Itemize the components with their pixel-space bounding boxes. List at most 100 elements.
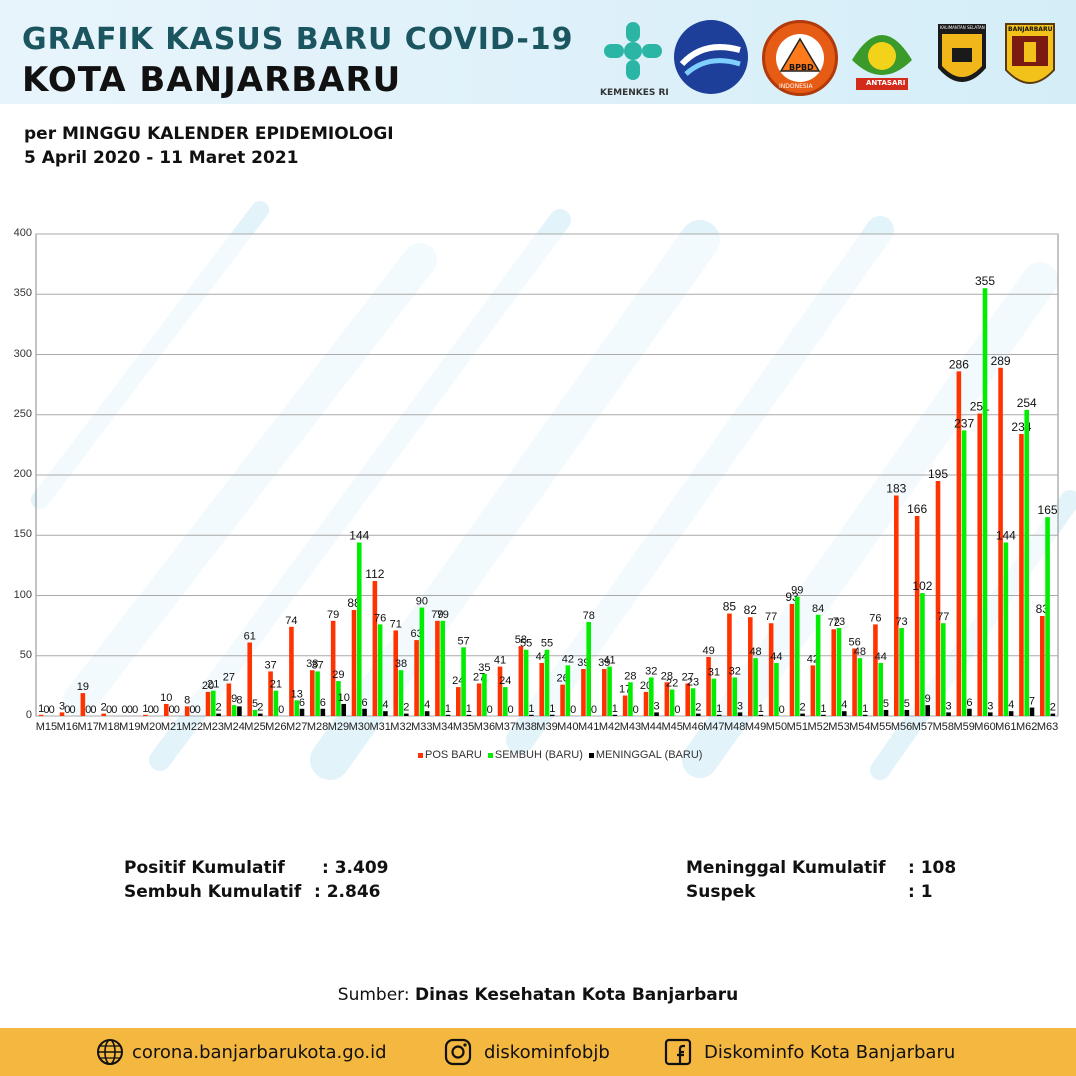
subtitle-date-range: 5 April 2020 - 11 Maret 2021 — [24, 148, 299, 168]
bar-data-label: 3 — [946, 700, 952, 712]
police-label: KALIMANTAN SELATAN — [940, 25, 985, 30]
bar-data-label: 38 — [395, 658, 407, 670]
bar-pos-baru — [38, 714, 44, 716]
y-tick-label: 50 — [19, 648, 32, 661]
kominfo-logo — [674, 20, 748, 94]
bar-pos-baru — [205, 691, 211, 716]
bar-sembuh-baru — [482, 673, 487, 716]
source-credit: Sumber: Dinas Kesehatan Kota Banjarbaru — [337, 985, 739, 1005]
website-link[interactable]: corona.banjarbarukota.go.id — [132, 1042, 387, 1063]
x-tick-label: M30 — [349, 721, 370, 733]
bar-pos-baru — [977, 413, 983, 716]
bar-data-label: 112 — [365, 567, 384, 581]
bar-pos-baru — [914, 515, 920, 716]
bar-sembuh-baru — [210, 690, 216, 716]
y-tick-label: 250 — [13, 407, 32, 420]
bar-data-label: 6 — [362, 697, 368, 709]
logo-strip: KEMENKES RI BPBD INDONESIA ANTASARI KALI… — [596, 16, 1064, 102]
bar-data-label: 28 — [624, 670, 636, 682]
bar-data-label: 0 — [111, 704, 117, 716]
bar-pos-baru — [101, 713, 107, 716]
stats-right: Meninggal Kumulatif: 108 Suspek: 1 — [686, 856, 956, 904]
bar-data-label: 5 — [252, 698, 258, 710]
x-tick-label: M60 — [974, 721, 995, 733]
facebook-link[interactable]: Diskominfo Kota Banjarbaru — [704, 1042, 956, 1063]
bar-pos-baru — [1040, 615, 1045, 716]
x-tick-label: M36 — [474, 721, 495, 733]
bar-data-label: 79 — [431, 609, 443, 621]
bar-pos-baru — [998, 367, 1003, 716]
x-tick-label: M29 — [328, 721, 349, 733]
bar-meninggal-baru — [549, 714, 555, 716]
bar-meninggal-baru — [946, 712, 951, 716]
bar-data-label: 6 — [966, 697, 972, 709]
bar-data-label: 1 — [466, 703, 472, 715]
x-tick-label: M32 — [390, 721, 411, 733]
bar-pos-baru — [351, 609, 357, 716]
bar-data-label: 1 — [38, 703, 44, 715]
bar-data-label: 84 — [812, 603, 824, 615]
bar-data-label: 10 — [160, 692, 172, 704]
x-tick-label: M63 — [1037, 721, 1058, 733]
bar-data-label: 289 — [991, 354, 1011, 368]
bar-data-label: 41 — [494, 655, 506, 667]
y-tick-label: 400 — [13, 227, 32, 239]
facebook-icon — [664, 1038, 692, 1066]
bar-data-label: 0 — [90, 704, 96, 716]
x-tick-label: M35 — [453, 721, 474, 733]
bar-pos-baru — [268, 671, 273, 716]
legend-sembuh: SEMBUH (BARU) — [487, 749, 583, 761]
police-logo: KALIMANTAN SELATAN — [934, 20, 990, 96]
bar-pos-baru — [748, 617, 753, 716]
bar-data-label: 24 — [499, 675, 511, 687]
bar-pos-baru — [226, 683, 232, 716]
bar-sembuh-baru — [899, 628, 904, 716]
bar-data-label: 165 — [1038, 503, 1058, 517]
bar-meninggal-baru — [758, 714, 764, 716]
bar-pos-baru — [956, 371, 962, 716]
bar-meninggal-baru — [821, 714, 826, 716]
bar-data-label: 6 — [320, 697, 326, 709]
suspek-label: Suspek — [686, 882, 756, 902]
bar-sembuh-baru — [294, 700, 300, 716]
bar-data-label: 20 — [202, 680, 214, 692]
instagram-link[interactable]: diskominfobjb — [484, 1042, 610, 1063]
bar-data-label: 42 — [562, 653, 574, 665]
chart-container: 1 0 0 M15 3 0 0 M16 19 0 0 M17 2 0 0 M18 0 0 0 M19 1 0 0 M20 10 0… — [35, 232, 1059, 733]
bar-pos-baru — [685, 683, 691, 716]
bar-pos-baru — [414, 640, 419, 716]
bar-pos-baru — [873, 624, 878, 716]
bar-data-label: 0 — [127, 704, 133, 716]
sembuh-value: : 2.846 — [314, 882, 381, 902]
bar-meninggal-baru — [987, 712, 993, 716]
bar-data-label: 0 — [43, 704, 49, 716]
bar-sembuh-baru — [648, 677, 654, 716]
bar-data-label: 1 — [612, 703, 618, 715]
bar-pos-baru — [706, 656, 711, 716]
x-tick-label: M24 — [223, 721, 244, 733]
bar-sembuh-baru — [523, 649, 529, 716]
bar-data-label: 13 — [291, 688, 303, 700]
bar-data-label: 22 — [666, 677, 678, 689]
bar-data-label: 355 — [975, 274, 995, 288]
bar-data-label: 29 — [332, 669, 344, 681]
bar-pos-baru — [602, 669, 607, 716]
x-tick-label: M54 — [849, 721, 870, 733]
chart-subtitle: per MINGGU KALENDER EPIDEMIOLOGI 5 April… — [24, 122, 394, 170]
bar-data-label: 0 — [591, 704, 597, 716]
bar-data-label: 99 — [791, 585, 803, 597]
bar-data-label: 0 — [633, 704, 639, 716]
bar-data-label: 77 — [765, 611, 777, 623]
bar-pos-baru — [456, 687, 461, 716]
bar-meninggal-baru — [216, 713, 221, 716]
bar-sembuh-baru — [982, 288, 988, 716]
bar-data-label: 183 — [886, 481, 906, 495]
x-tick-label: M22 — [182, 721, 203, 733]
bar-data-label: 61 — [244, 630, 256, 642]
bar-data-label: 2 — [695, 702, 701, 714]
bar-data-label: 44 — [875, 651, 887, 663]
bar-meninggal-baru — [341, 703, 346, 716]
banjarbaru-label: BANJARBARU — [1008, 26, 1053, 33]
x-tick-label: M55 — [870, 721, 891, 733]
bar-pos-baru — [810, 665, 816, 716]
